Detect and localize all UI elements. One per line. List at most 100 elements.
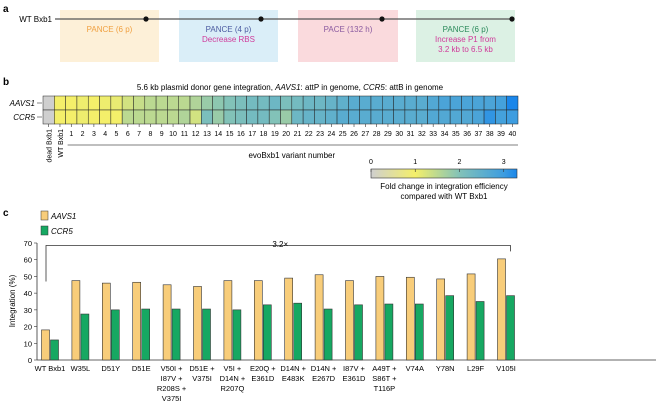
- column-label: 14: [214, 131, 222, 138]
- heatmap-cell: [110, 95, 123, 111]
- column-label: 28: [373, 131, 381, 138]
- column-label: 6: [126, 131, 130, 138]
- x-tick-label: I87V +: [343, 364, 366, 373]
- heatmap-cell: [461, 109, 474, 125]
- heatmap-cell: [483, 95, 496, 111]
- heatmap-cell: [393, 95, 406, 111]
- bar-ccr5: [111, 309, 120, 361]
- heatmap-cell: [110, 109, 123, 125]
- heatmap-cell: [449, 95, 462, 111]
- heatmap-cell: [348, 95, 360, 111]
- heatmap-cell: [76, 109, 89, 125]
- colorbar-tick-label: 3: [502, 159, 506, 166]
- column-label: 18: [260, 131, 268, 138]
- x-tick-label: E267D: [312, 374, 336, 383]
- heatmap-cell: [427, 109, 440, 125]
- heatmap-cell: [506, 95, 519, 111]
- bar-aavs1: [162, 284, 172, 361]
- bar-ccr5: [232, 309, 242, 361]
- bar-aavs1: [405, 276, 415, 361]
- bar-ccr5: [323, 308, 333, 361]
- heatmap-cell: [87, 95, 100, 111]
- heatmap-cell: [336, 95, 349, 111]
- fold-annotation: 3.2×: [272, 240, 288, 249]
- heatmap-cell: [167, 95, 179, 111]
- bar-aavs1: [102, 282, 111, 361]
- bar-ccr5: [506, 295, 515, 361]
- title-part: : attP in genome,: [301, 83, 364, 92]
- y-tick-label: 20: [24, 323, 32, 332]
- column-label: 23: [316, 131, 324, 138]
- heatmap-cell: [427, 95, 440, 111]
- title-part: AAVS1: [274, 83, 300, 92]
- heatmap-cell: [461, 95, 474, 111]
- column-label: 34: [441, 131, 449, 138]
- column-label: 2: [81, 131, 85, 138]
- x-tick-label: R208S +: [157, 384, 187, 393]
- title-part: : attB in genome: [385, 83, 444, 92]
- column-label: 38: [486, 131, 494, 138]
- heatmap-cell: [495, 95, 507, 111]
- bar-aavs1: [375, 276, 385, 361]
- colorbar-tick-label: 0: [369, 159, 373, 166]
- x-tick-label: D51Y: [101, 364, 120, 373]
- bar-ccr5: [354, 304, 363, 361]
- bar-ccr5: [202, 308, 211, 361]
- heatmap-cell: [359, 109, 372, 125]
- heatmap-cell: [415, 109, 428, 125]
- column-label: 26: [350, 131, 358, 138]
- column-label: 4: [103, 131, 107, 138]
- heatmap-cell: [302, 109, 315, 125]
- column-label: 24: [327, 131, 335, 138]
- heatmap-cell: [121, 109, 134, 125]
- y-tick-label: 0: [28, 356, 32, 365]
- heatmap-cell: [280, 95, 293, 111]
- x-tick-label: E20Q +: [250, 364, 276, 373]
- column-label: 19: [271, 131, 279, 138]
- heatmap-cell: [99, 109, 112, 125]
- heatmap-cell: [235, 109, 247, 125]
- start-label: WT Bxb1: [19, 15, 52, 24]
- bar-ccr5: [414, 303, 424, 361]
- heatmap-cell: [506, 109, 519, 125]
- bar-aavs1: [132, 281, 141, 361]
- heatmap-cell: [201, 95, 213, 111]
- column-label: 31: [407, 131, 415, 138]
- bar-ccr5: [262, 304, 272, 361]
- column-label: 1: [69, 131, 73, 138]
- x-tick-label: V50I +: [161, 364, 184, 373]
- bar-ccr5: [384, 303, 394, 361]
- column-label: 40: [508, 131, 516, 138]
- bar-ccr5: [80, 313, 90, 361]
- column-label: 13: [203, 131, 211, 138]
- heatmap-cell: [268, 109, 281, 125]
- heatmap-cell: [133, 109, 146, 125]
- heatmap-cell: [212, 95, 225, 111]
- x-tick-label: T116P: [374, 384, 396, 393]
- y-tick-label: 50: [24, 272, 32, 281]
- bar-aavs1: [497, 258, 506, 361]
- bar-aavs1: [466, 273, 476, 361]
- heatmap-cell: [449, 109, 462, 125]
- column-label: 16: [237, 131, 245, 138]
- x-tick-label: E483K: [282, 374, 305, 383]
- column-label: 37: [475, 131, 483, 138]
- heatmap-cell: [483, 109, 496, 125]
- heatmap-cell: [178, 95, 191, 111]
- colorbar-label: Fold change in integration efficiency: [380, 182, 508, 191]
- column-label: 25: [339, 131, 347, 138]
- heatmap-cell: [370, 109, 383, 125]
- x-tick-label: L29F: [467, 364, 485, 373]
- heatmap-cell: [291, 109, 304, 125]
- stage-title: PANCE (4 p): [206, 25, 252, 34]
- row-label: CCR5: [13, 113, 35, 122]
- heatmap-cell: [393, 109, 406, 125]
- heatmap-cell: [359, 95, 372, 111]
- heatmap-cell: [280, 109, 293, 125]
- heatmap-cell: [314, 95, 326, 111]
- heatmap-cell: [235, 95, 247, 111]
- row-label: AAVS1: [9, 99, 35, 108]
- panel-label-a: a: [3, 4, 9, 15]
- legend-label: CCR5: [51, 227, 73, 236]
